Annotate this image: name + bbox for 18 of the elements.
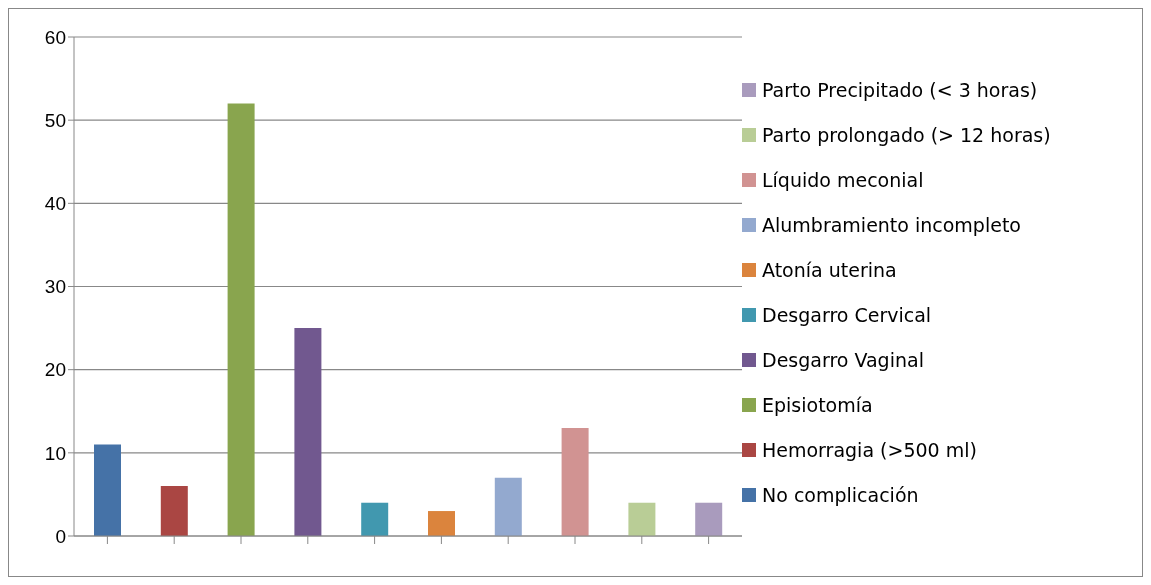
legend-label: Episiotomía	[762, 394, 873, 416]
y-tick-label: 0	[55, 525, 66, 547]
y-tick-label: 50	[44, 109, 66, 131]
legend-label: Líquido meconial	[762, 169, 924, 191]
y-tick-label: 10	[44, 442, 66, 464]
y-tick-label: 20	[44, 359, 66, 381]
legend-label: No complicación	[762, 484, 919, 506]
legend-label: Alumbramiento incompleto	[762, 214, 1021, 236]
legend-label: Parto Precipitado (< 3 horas)	[762, 79, 1038, 101]
legend-label: Desgarro Cervical	[762, 304, 932, 326]
chart-frame: Parto Precipitado (< 3 horas) Parto prolongado (> 12 horas) Líquido meconial Alumbramiento incompleto Atonía uterina Desgarro Cervical Desgarro Vaginal Episiotomía Hemorragia (>500 ml) No complicación 0 10 20 30 40 50 60	[8, 8, 1143, 577]
y-tick-label: 60	[44, 26, 66, 48]
y-tick-label: 30	[44, 276, 66, 298]
legend-label: Parto prolongado (> 12 horas)	[762, 124, 1051, 146]
legend-label: Hemorragia (>500 ml)	[762, 439, 977, 461]
legend-label: Atonía uterina	[762, 259, 897, 281]
y-tick-label: 40	[44, 193, 66, 215]
legend-label: Desgarro Vaginal	[762, 349, 924, 371]
